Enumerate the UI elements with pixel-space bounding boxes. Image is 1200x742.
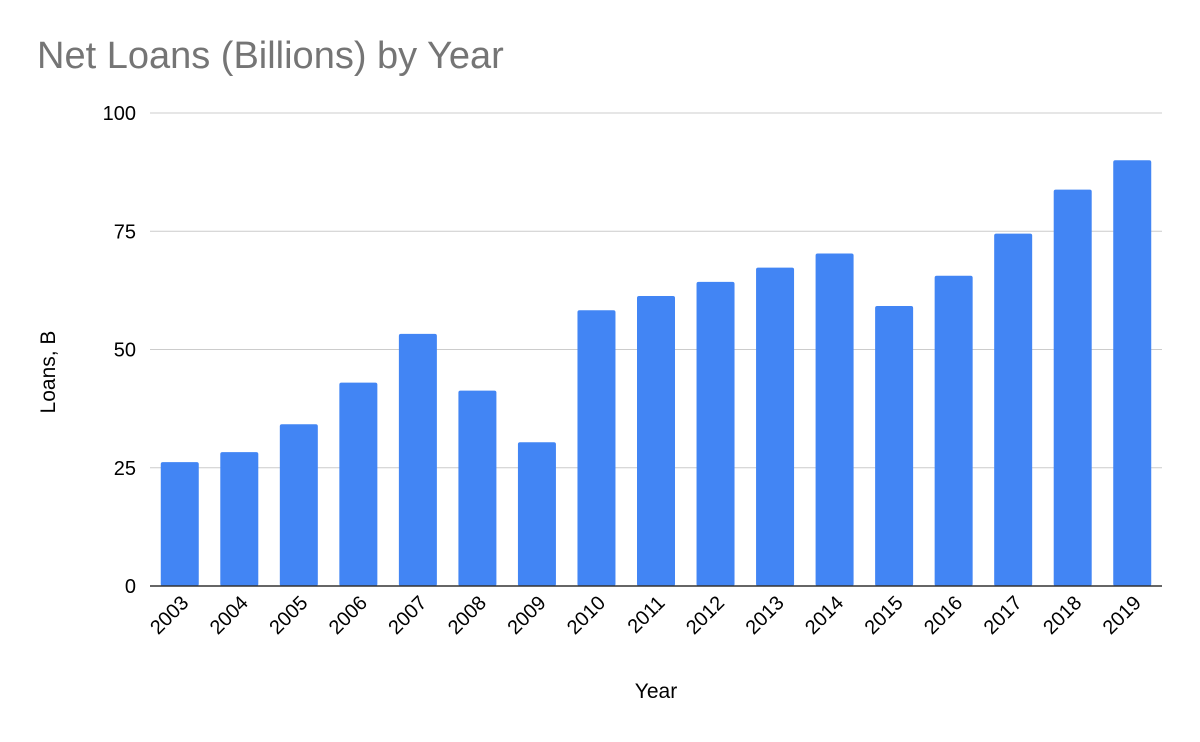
- x-tick-label: 2016: [920, 592, 967, 639]
- x-tick-label: 2017: [980, 592, 1027, 639]
- bar-2004: [220, 452, 259, 586]
- x-tick-label: 2012: [682, 592, 729, 639]
- bar-2006: [339, 382, 378, 586]
- x-tick-label: 2011: [624, 592, 670, 638]
- bar-2018: [1053, 189, 1092, 586]
- y-axis-title: Loans, B: [37, 331, 60, 414]
- bar-2005: [279, 424, 318, 586]
- bar-2011: [637, 296, 675, 586]
- x-tick-label: 2006: [325, 592, 372, 639]
- bar-2016: [934, 275, 973, 586]
- x-tick-label: 2019: [1099, 592, 1146, 639]
- bar-2015: [875, 305, 914, 586]
- bar-2007: [398, 333, 437, 586]
- x-axis-ticks: 2003 2004 2005 2006 2007 2008 2009 2010 2011 2012…: [146, 592, 1145, 639]
- x-tick-label: 2004: [206, 592, 253, 639]
- bar-2013: [756, 267, 795, 586]
- x-tick-label: 2008: [444, 592, 491, 639]
- y-axis-ticks: 0 25 50 75 100: [103, 103, 136, 598]
- x-tick-label: 2014: [801, 592, 848, 639]
- x-tick-label: 2013: [742, 592, 789, 639]
- x-tick-label: 2018: [1039, 592, 1086, 639]
- y-tick-label: 0: [125, 576, 136, 598]
- bar-2012: [696, 281, 735, 586]
- y-tick-label: 75: [114, 221, 136, 243]
- y-tick-label: 100: [103, 103, 136, 125]
- bar-2003: [160, 462, 199, 586]
- bar-2019: [1113, 160, 1152, 587]
- x-tick-label: 2003: [146, 592, 193, 639]
- bar-2014: [815, 253, 854, 586]
- y-tick-label: 50: [114, 340, 136, 362]
- x-tick-label: 2007: [384, 592, 431, 639]
- bar-2010: [577, 310, 616, 586]
- bar-2017: [994, 233, 1033, 587]
- x-tick-label: 2009: [503, 592, 550, 639]
- bars: [150, 160, 1162, 587]
- x-tick-label: 2015: [861, 592, 908, 639]
- x-tick-label: 2005: [265, 592, 312, 639]
- bar-2009: [517, 442, 556, 586]
- x-tick-label: 2010: [563, 592, 610, 639]
- bar-2008: [458, 390, 497, 586]
- x-axis-title: Year: [635, 680, 677, 703]
- chart-title: Net Loans (Billions) by Year: [37, 35, 504, 77]
- y-tick-label: 25: [114, 458, 136, 480]
